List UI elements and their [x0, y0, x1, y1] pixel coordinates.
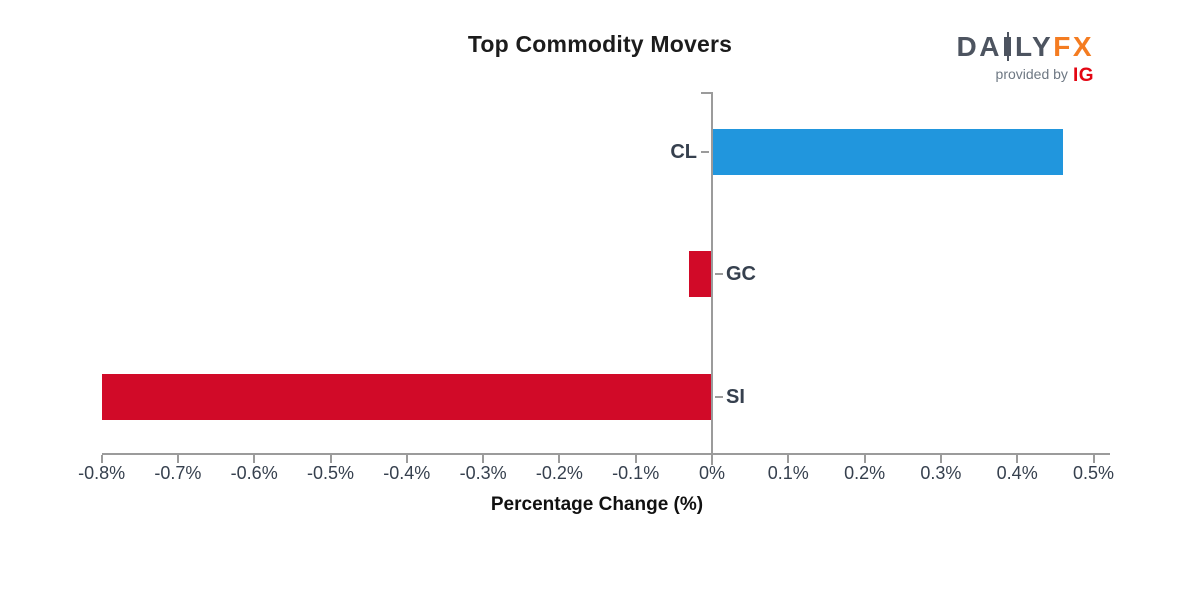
chart-title: Top Commodity Movers	[467, 31, 733, 57]
x-tick	[1016, 455, 1019, 463]
x-tick-label: -0.6%	[230, 463, 278, 483]
x-tick	[863, 455, 866, 463]
bar-cl	[713, 128, 1063, 175]
x-tick-label: 0.3%	[920, 463, 962, 483]
ig-logo: IG	[1072, 65, 1094, 86]
provided-by-label: provided by	[995, 66, 1068, 82]
x-tick-label: -0.8%	[78, 463, 126, 483]
x-tick	[787, 455, 790, 463]
category-label-cl: CL	[670, 140, 697, 163]
x-tick-label: -0.4%	[383, 463, 431, 483]
x-tick	[634, 455, 637, 463]
logo-daily-right-text: LY	[1015, 31, 1054, 62]
zero-baseline-cap	[701, 92, 712, 94]
x-tick-label: 0.4%	[996, 463, 1038, 483]
zero-baseline	[711, 92, 713, 465]
category-label-si: SI	[726, 385, 745, 408]
category-tick-si	[715, 395, 723, 398]
dailyfx-wordmark: DA LYFX	[956, 31, 1094, 62]
category-label-gc: GC	[726, 263, 756, 285]
x-tick-label: -0.1%	[612, 463, 660, 483]
category-tick-cl	[701, 150, 709, 153]
x-tick	[253, 455, 256, 463]
x-tick	[482, 455, 485, 463]
x-tick-label: 0.2%	[844, 463, 886, 483]
x-tick	[329, 455, 332, 463]
x-tick	[558, 455, 561, 463]
candlestick-icon	[1004, 32, 1011, 61]
logo-fx-text: FX	[1053, 31, 1094, 62]
x-tick-label: 0.1%	[767, 463, 809, 483]
x-tick-label: 0%	[698, 463, 725, 483]
x-tick-label: -0.7%	[154, 463, 202, 483]
x-tick-label: -0.5%	[306, 463, 355, 483]
dailyfx-logo: DA LYFX provided by IG	[956, 31, 1094, 85]
x-tick	[100, 455, 103, 463]
x-tick-label: -0.2%	[535, 463, 583, 483]
x-tick	[176, 455, 179, 463]
x-tick	[1092, 455, 1095, 463]
provided-by-row: provided by IG	[957, 66, 1094, 85]
bar-gc	[689, 251, 711, 297]
x-tick	[939, 455, 942, 463]
x-axis-title: Percentage Change (%)	[490, 494, 704, 515]
x-tick	[405, 455, 408, 463]
logo-daily-left-text: DA	[956, 31, 1002, 62]
x-tick-label: 0.5%	[1072, 463, 1115, 483]
category-tick-gc	[715, 273, 723, 275]
x-tick-label: -0.3%	[459, 463, 507, 483]
bar-si	[101, 373, 711, 420]
x-axis-line	[101, 453, 1111, 455]
